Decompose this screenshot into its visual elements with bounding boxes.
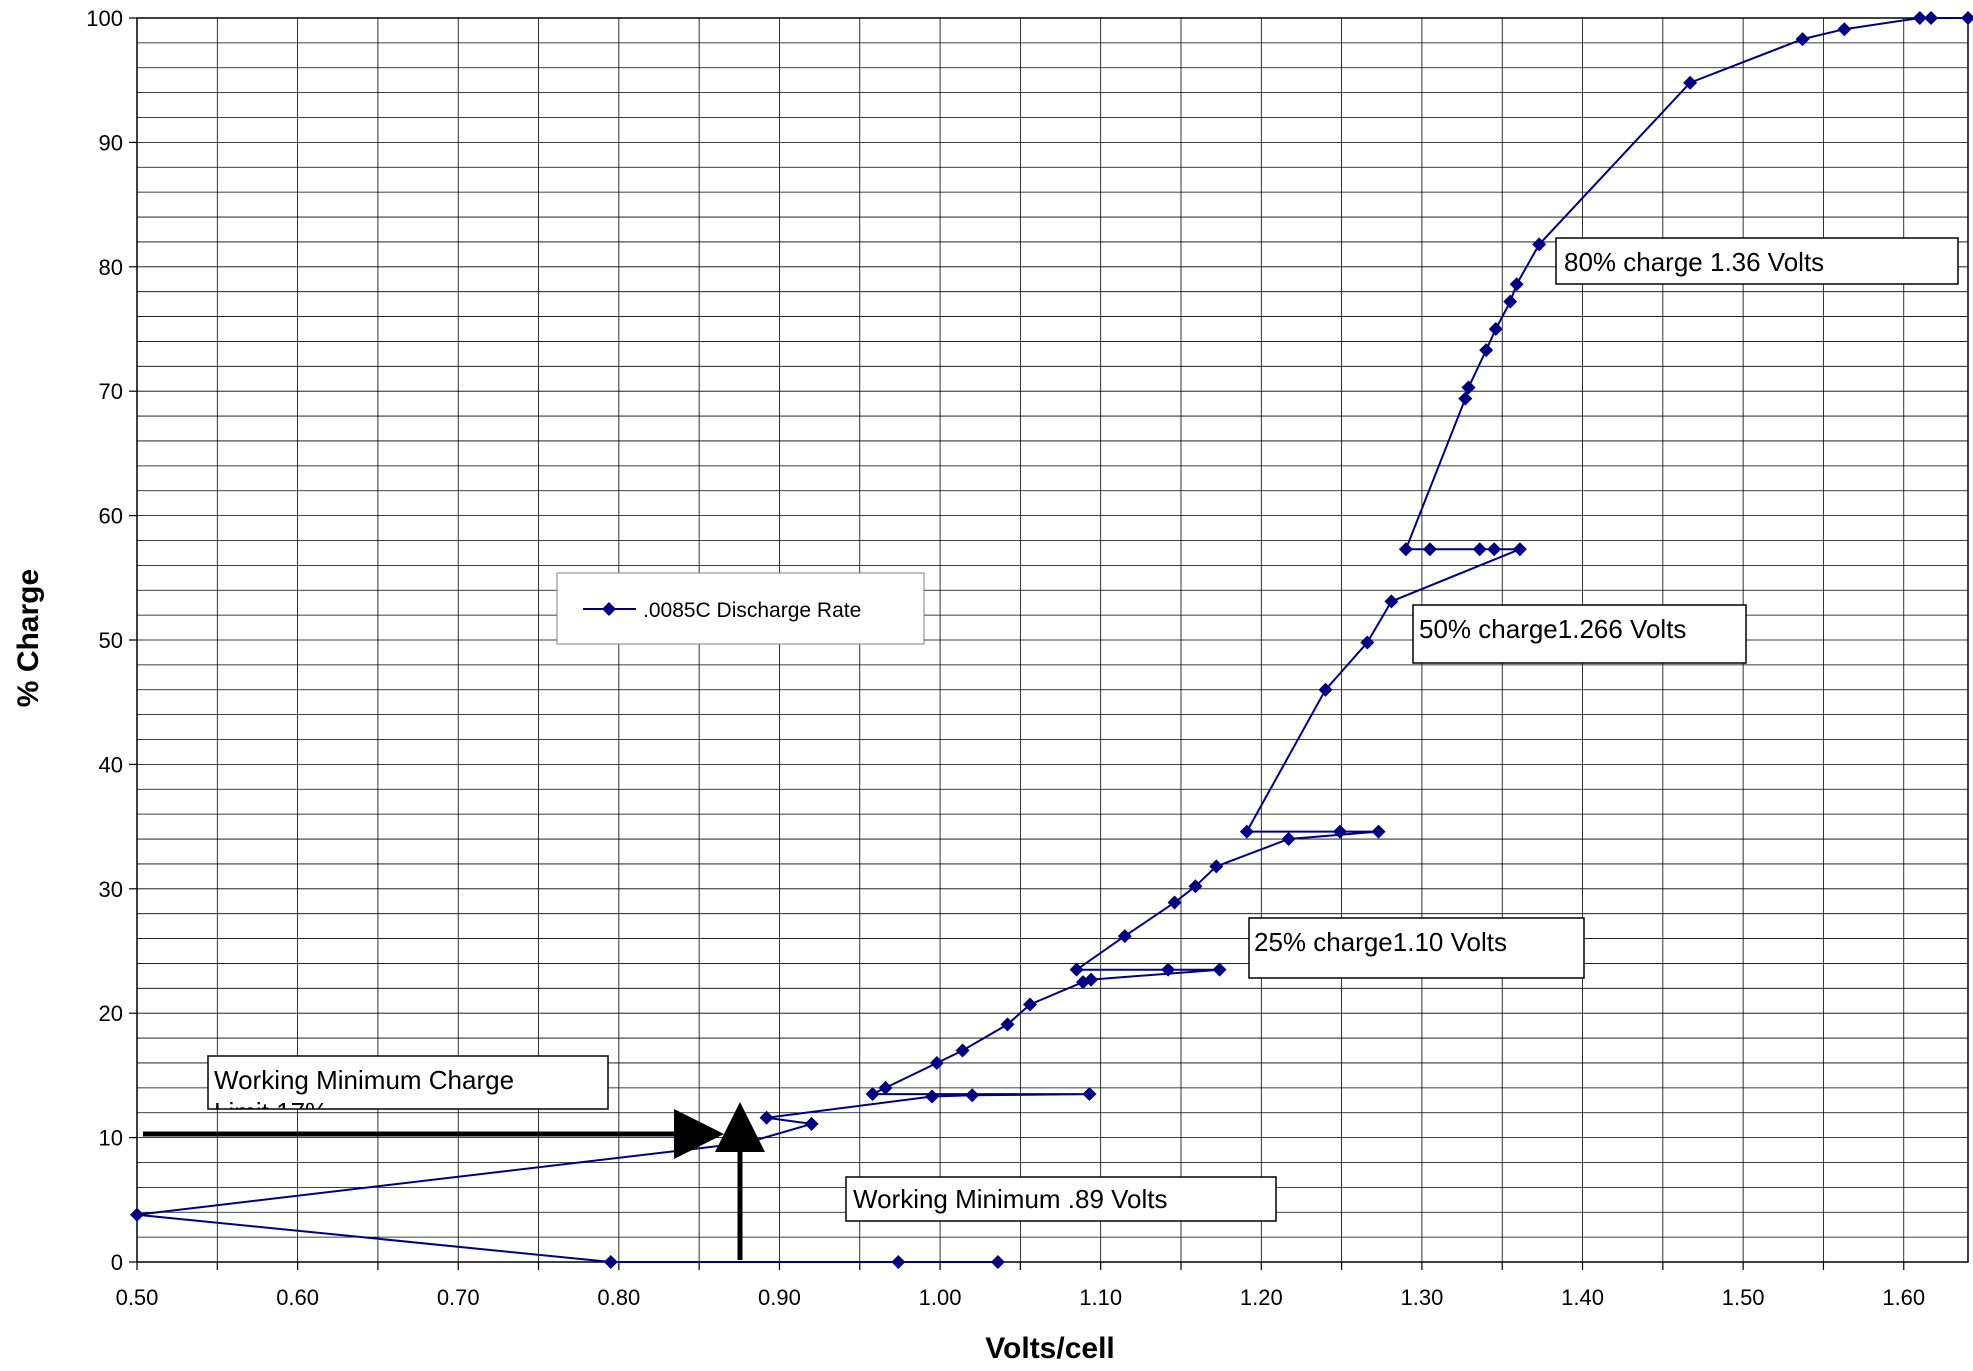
y-tick-label: 100 <box>86 6 123 31</box>
legend: .0085C Discharge Rate <box>556 572 925 645</box>
data-point <box>1422 542 1437 557</box>
data-point <box>1472 542 1487 557</box>
svg-text:25% charge1.10 Volts: 25% charge1.10 Volts <box>1254 927 1507 957</box>
x-tick-label: 1.60 <box>1882 1285 1925 1310</box>
svg-text:.0085C Discharge Rate: .0085C Discharge Rate <box>643 599 861 622</box>
data-point <box>1212 962 1227 977</box>
y-tick-label: 30 <box>99 877 123 902</box>
x-tick-label: 1.10 <box>1079 1285 1122 1310</box>
data-point <box>925 1089 940 1104</box>
note-80-percent: 80% charge 1.36 Volts <box>1555 237 1959 285</box>
data-point <box>603 1255 618 1269</box>
data-point <box>1795 32 1810 47</box>
data-point <box>1461 380 1476 395</box>
svg-text:Working Minimum .89 Volts: Working Minimum .89 Volts <box>853 1184 1168 1214</box>
data-point <box>1532 237 1547 252</box>
note-working-min-charge: Working Minimum Charge Limit 17% <box>207 1055 609 1127</box>
data-point <box>1384 594 1399 609</box>
data-point <box>1683 75 1698 90</box>
x-tick-label: 0.90 <box>758 1285 801 1310</box>
arrows <box>143 1102 765 1260</box>
annotations: 80% charge 1.36 Volts 50% charge1.266 Vo… <box>207 237 1959 1222</box>
y-tick-label: 50 <box>99 628 123 653</box>
note-25-percent: 25% charge1.10 Volts <box>1248 917 1585 979</box>
svg-text:50% charge1.266 Volts: 50% charge1.266 Volts <box>1419 614 1686 644</box>
data-point <box>965 1088 980 1103</box>
tick-labels: 0 10 20 30 40 50 60 70 80 90 100 0.50 0.60 0.70 0.80 0.… <box>86 6 1925 1310</box>
data-point <box>1117 929 1132 944</box>
data-point <box>1912 11 1927 25</box>
data-point <box>1082 1087 1097 1102</box>
data-point <box>1076 975 1091 990</box>
data-point <box>1509 277 1524 292</box>
data-point <box>1398 542 1413 557</box>
data-point <box>1332 824 1347 839</box>
data-point <box>1512 542 1527 557</box>
x-tick-label: 1.20 <box>1240 1285 1283 1310</box>
data-point <box>1479 343 1494 358</box>
x-tick-label: 1.00 <box>919 1285 962 1310</box>
x-axis-title: Volts/cell <box>985 1332 1115 1365</box>
y-tick-label: 90 <box>99 130 123 155</box>
data-point <box>1281 832 1296 847</box>
data-point <box>1371 824 1386 839</box>
y-tick-label: 0 <box>111 1250 123 1275</box>
data-point <box>1487 542 1502 557</box>
data-point <box>1837 22 1852 37</box>
data-point <box>1161 962 1176 977</box>
data-point <box>955 1043 970 1058</box>
data-point <box>1458 391 1473 406</box>
data-point <box>130 1207 144 1222</box>
data-point <box>865 1087 880 1102</box>
y-tick-label: 80 <box>99 255 123 280</box>
data-point <box>1188 879 1203 894</box>
x-tick-label: 0.70 <box>437 1285 480 1310</box>
data-point <box>1360 635 1375 650</box>
data-point <box>1167 895 1182 910</box>
svg-text:80% charge 1.36 Volts: 80% charge 1.36 Volts <box>1564 247 1824 277</box>
note-working-min-volts: Working Minimum .89 Volts <box>845 1176 1277 1222</box>
data-point <box>878 1080 893 1095</box>
data-point <box>1023 997 1038 1012</box>
data-point <box>1239 824 1254 839</box>
data-point <box>929 1055 944 1070</box>
x-tick-label: 0.80 <box>597 1285 640 1310</box>
legend-marker <box>602 602 616 616</box>
data-point <box>1000 1017 1015 1032</box>
data-point <box>1488 322 1503 336</box>
x-tick-label: 1.40 <box>1561 1285 1604 1310</box>
x-tick-label: 1.50 <box>1722 1285 1765 1310</box>
y-tick-label: 70 <box>99 379 123 404</box>
y-tick-label: 20 <box>99 1001 123 1026</box>
data-point <box>1069 962 1084 977</box>
note-working-min-charge-text: Working Minimum Charge Limit 17% <box>214 1065 521 1127</box>
data-point <box>1318 682 1333 697</box>
y-tick-label: 40 <box>99 752 123 777</box>
x-tick-label: 1.30 <box>1400 1285 1443 1310</box>
y-tick-label: 10 <box>99 1126 123 1151</box>
y-tick-label: 60 <box>99 504 123 529</box>
y-axis-title: % Charge <box>12 569 45 707</box>
data-point <box>1961 11 1973 25</box>
data-point <box>1209 859 1224 874</box>
data-point <box>891 1255 906 1269</box>
data-point <box>1924 11 1939 25</box>
x-tick-label: 0.50 <box>116 1285 159 1310</box>
data-point <box>804 1116 819 1131</box>
x-tick-label: 0.60 <box>276 1285 319 1310</box>
data-point <box>1503 294 1518 309</box>
data-point <box>990 1255 1005 1269</box>
note-50-percent: 50% charge1.266 Volts <box>1412 604 1747 664</box>
